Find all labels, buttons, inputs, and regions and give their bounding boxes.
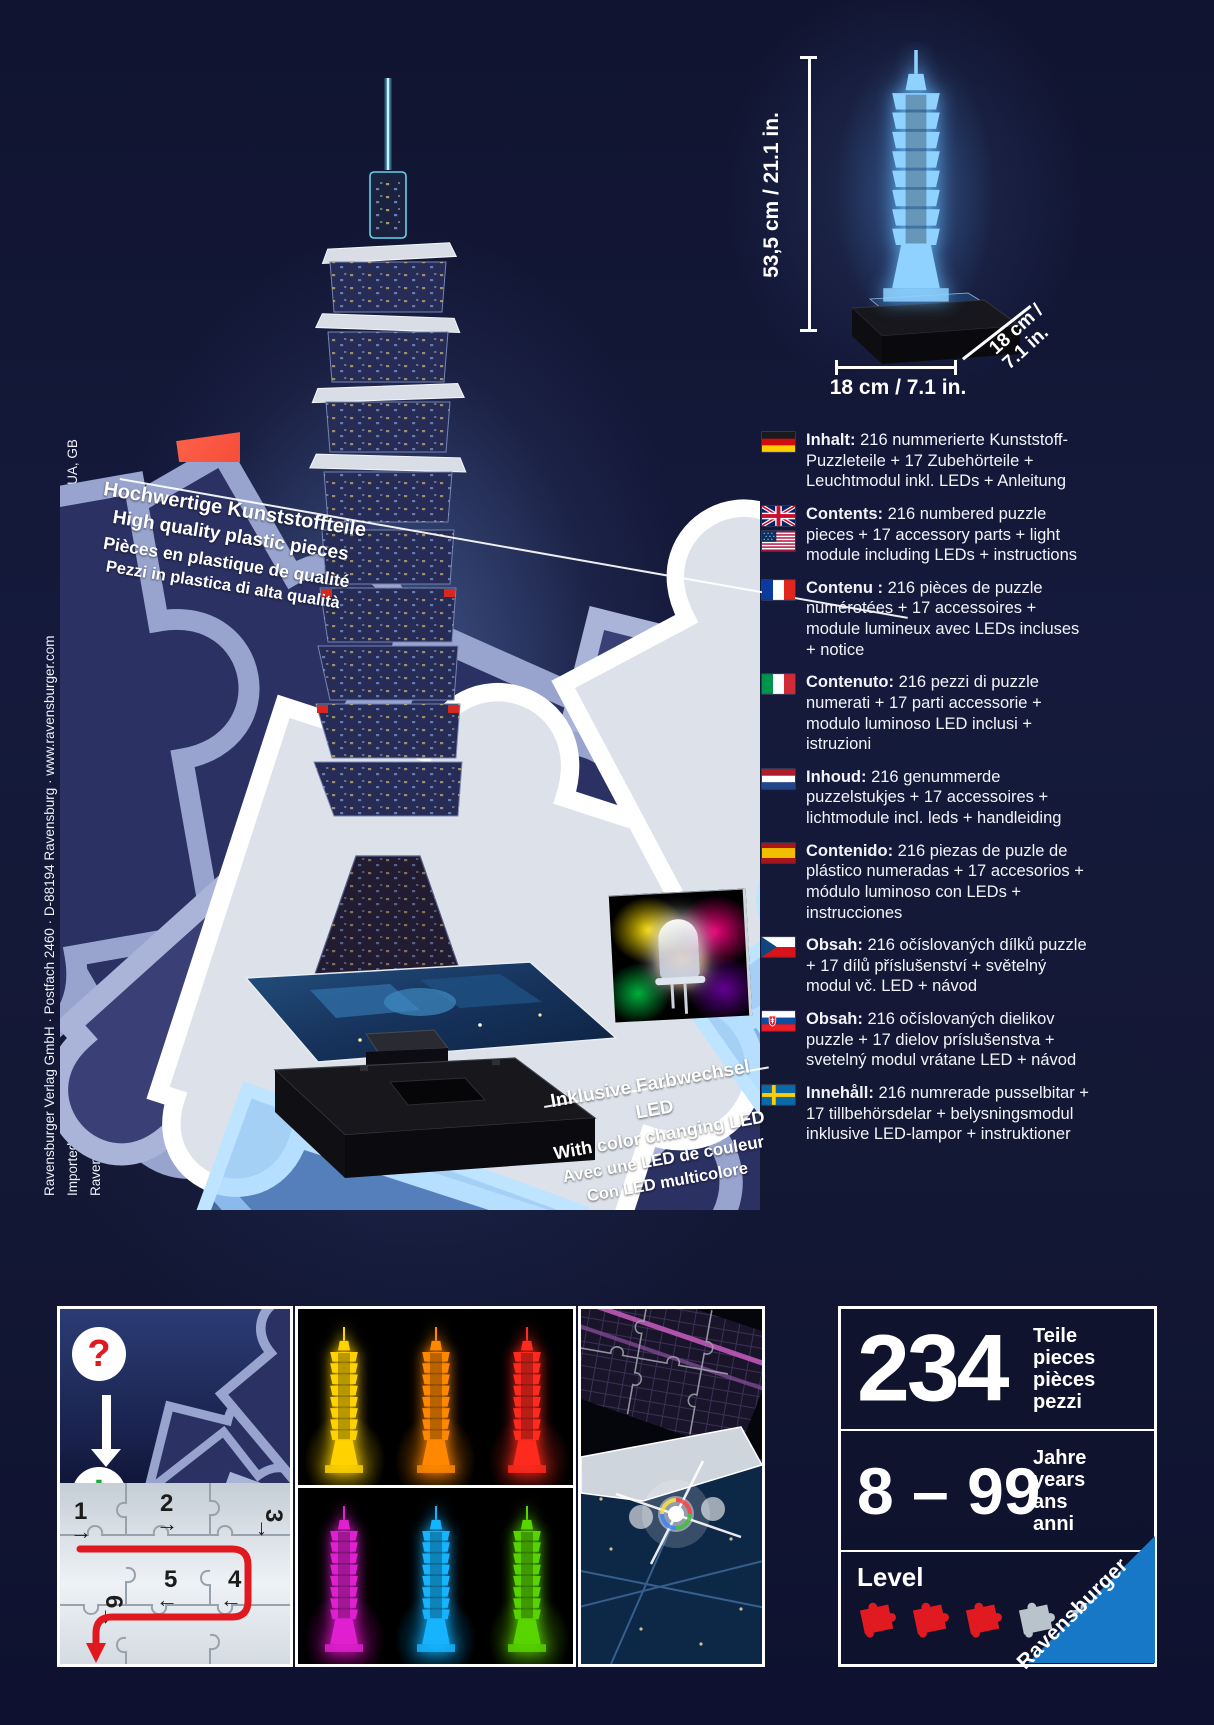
led-photo — [608, 888, 753, 1023]
contents-item-cs: Obsah: 216 očíslovaných dílků puzzle + 1… — [762, 935, 1092, 997]
black-plastic-base — [273, 1057, 597, 1178]
led-leg-right — [683, 983, 689, 1014]
down-arrow-icon — [102, 1395, 111, 1451]
contents-text-sk: Obsah: 216 očíslovaných dielikov puzzle … — [806, 1010, 1077, 1070]
led-bulb-icon — [657, 918, 701, 981]
assembly-order-diagram: 1 2 3 4 5 6 → → ↓ ← ← ↓ — [60, 1483, 290, 1664]
imprint-line-verlag: Ravensburger Verlag GmbH · Postfach 2460… — [42, 635, 57, 1196]
flag-italy — [762, 672, 795, 755]
flag-czech — [762, 935, 795, 997]
svg-text:5: 5 — [164, 1566, 177, 1593]
tower-variant-red — [481, 1309, 573, 1485]
tower-variant-cyan — [390, 1488, 482, 1664]
contents-text-en: Contents: 216 numbered puzzle pieces + 1… — [806, 504, 1078, 565]
flag-sweden — [762, 1083, 795, 1145]
level-piece-icon — [859, 1602, 896, 1638]
contents-text-de: Inhalt: 216 nummerierte Kunststoff-Puzzl… — [806, 431, 1068, 491]
contents-item-fr: Contenu : 216 pièces de puzzle numérotée… — [762, 578, 1092, 661]
red-puzzle-piece-icon — [110, 332, 240, 462]
measure-line-width — [836, 366, 956, 369]
flag-germany — [762, 430, 795, 492]
measure-line-height — [808, 57, 811, 331]
age-labels: Jahre years ans anni — [1033, 1446, 1087, 1535]
led-bulb-flange — [655, 975, 706, 986]
flag-uk-us — [762, 504, 795, 566]
svg-text:→: → — [156, 1511, 178, 1536]
svg-text:←: ← — [156, 1587, 178, 1612]
printed-base-plate — [244, 961, 618, 1063]
contents-text-nl: Inhoud: 216 genummerde puzzelstukjes + 1… — [806, 767, 1062, 827]
assembly-step-numbers: 1 2 3 4 5 6 — [74, 1490, 287, 1608]
svg-text:3: 3 — [260, 1509, 287, 1522]
svg-text:←: ← — [220, 1587, 242, 1612]
led-leg-left — [670, 984, 675, 1009]
contents-item-nl: Inhoud: 216 genummerde puzzelstukjes + 1… — [762, 767, 1092, 829]
contents-list: Inhalt: 216 nummerierte Kunststoff-Puzzl… — [762, 430, 1092, 1157]
pieces-count: 234 — [857, 1315, 1010, 1422]
led-starburst — [615, 1460, 742, 1565]
color-variants-row-cool — [298, 1488, 573, 1664]
contents-text-es: Contenido: 216 piezas de puzle de plásti… — [806, 841, 1084, 922]
finished-tower-base — [850, 292, 1022, 364]
measure-label-height: 53,5 cm / 21.1 in. — [760, 112, 783, 278]
contents-item-en: Contents: 216 numbered puzzle pieces + 1… — [762, 504, 1092, 566]
assembly-hint-panel: ? ! 1 2 3 4 5 6 → → ↓ — [57, 1306, 293, 1667]
flag-france — [762, 578, 795, 661]
tower-variant-orange — [390, 1309, 482, 1485]
ravensburger-logo-triangle — [1028, 1536, 1155, 1663]
measure-cap-bottom — [800, 329, 817, 332]
tower-variant-yellow — [298, 1309, 390, 1485]
level-label: Level — [857, 1562, 924, 1592]
base-closeup-image — [581, 1309, 762, 1664]
assembly-step-arrows: → → ↓ ← ← ↓ — [70, 1511, 267, 1628]
svg-text:↓: ↓ — [256, 1515, 267, 1540]
level-piece-icon — [965, 1602, 1002, 1638]
assembly-path-arrow — [76, 1545, 252, 1649]
flag-slovakia — [762, 1009, 795, 1071]
flag-spain — [762, 841, 795, 924]
contents-item-de: Inhalt: 216 nummerierte Kunststoff-Puzzl… — [762, 430, 1092, 492]
svg-text:1: 1 — [74, 1498, 87, 1525]
contents-item-it: Contenuto: 216 pezzi di puzzle numerati … — [762, 672, 1092, 755]
base-closeup-panel — [578, 1306, 765, 1667]
flag-uk — [762, 505, 795, 526]
measure-label-width: 18 cm / 7.1 in. — [829, 376, 967, 399]
contents-item-sv: Innehåll: 216 numrerade pusselbitar + 17… — [762, 1083, 1092, 1145]
finished-tower-photo — [835, 42, 1022, 364]
tower-segment-stack — [309, 242, 467, 817]
tower-variant-magenta — [298, 1488, 390, 1664]
pieces-labels: Teile pieces pièces pezzi — [1033, 1325, 1096, 1413]
tower-corner-closeup — [581, 1309, 762, 1454]
contents-text-it: Contenuto: 216 pezzi di puzzle numerati … — [806, 673, 1042, 754]
svg-text:6: 6 — [100, 1595, 127, 1608]
contents-text-cs: Obsah: 216 očíslovaných dílků puzzle + 1… — [806, 936, 1087, 996]
base-lights — [599, 1497, 743, 1646]
age-row: 8 – 99 Jahre years ans anni — [841, 1431, 1154, 1552]
color-variants-row-warm — [298, 1309, 573, 1488]
age-range: 8 – 99 — [857, 1453, 1041, 1528]
flag-us — [762, 530, 795, 551]
level-row: Level Ravensburger — [841, 1536, 1155, 1674]
spire-segment — [369, 171, 407, 239]
question-mark-icon: ? — [72, 1327, 126, 1381]
contents-item-es: Contenido: 216 piezas de puzle de plásti… — [762, 841, 1092, 924]
color-variants-panel — [295, 1306, 576, 1667]
contents-text-sv: Innehåll: 216 numrerade pusselbitar + 17… — [806, 1083, 1089, 1144]
exploded-tower-illustration — [60, 78, 760, 1210]
tower-lower-section — [307, 855, 469, 995]
contents-item-sk: Obsah: 216 očíslovaných dielikov puzzle … — [762, 1009, 1092, 1071]
level-piece-icon — [912, 1602, 949, 1638]
contents-text-fr: Contenu : 216 pièces de puzzle numérotée… — [806, 578, 1080, 659]
white-armature-pieces — [581, 1426, 762, 1502]
spec-box: 234 Teile pieces pièces pezzi 8 – 99 Jah… — [838, 1306, 1157, 1674]
pieces-row: 234 Teile pieces pièces pezzi — [841, 1309, 1154, 1431]
svg-text:→: → — [70, 1519, 92, 1544]
svg-text:2: 2 — [160, 1490, 173, 1517]
measure-cap-right — [954, 360, 957, 375]
svg-text:4: 4 — [228, 1566, 242, 1593]
flag-netherlands — [762, 767, 795, 829]
tower-variant-green — [481, 1488, 573, 1664]
